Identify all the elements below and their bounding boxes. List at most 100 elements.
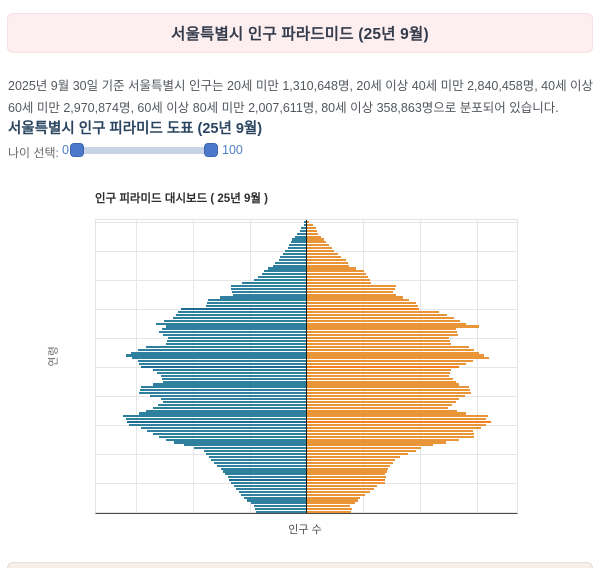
- bar-right-age-13: [306, 473, 385, 476]
- bar-right-age-70: [306, 308, 419, 311]
- bar-left-age-9: [234, 484, 307, 488]
- bar-right-age-8: [306, 487, 374, 490]
- bar-right-age-27: [306, 432, 474, 435]
- bar-left-age-20: [206, 453, 307, 456]
- bar-left-age-32: [126, 418, 307, 421]
- bar-left-age-23: [184, 444, 307, 447]
- bar-right-age-65: [306, 322, 466, 325]
- bar-right-age-3: [306, 502, 355, 505]
- bar-right-age-87: [306, 258, 346, 261]
- bar-right-age-15: [306, 467, 388, 470]
- bar-left-age-75: [233, 293, 307, 296]
- bar-left-age-31: [127, 421, 307, 424]
- bar-left-age-16: [217, 464, 307, 467]
- bar-right-age-94: [306, 238, 324, 241]
- bar-right-age-89: [306, 252, 338, 256]
- bar-right-age-31: [306, 421, 491, 424]
- bar-right-age-44: [306, 383, 459, 386]
- bar-right-age-98: [306, 226, 316, 229]
- bar-right-age-54: [306, 354, 484, 357]
- bar-right-age-43: [306, 386, 469, 389]
- bar-right-age-97: [306, 229, 317, 232]
- age-slider-handle-min[interactable]: [70, 143, 84, 157]
- bar-left-age-61: [163, 334, 307, 337]
- bar-right-age-72: [306, 302, 416, 305]
- bar-right-age-19: [306, 455, 400, 459]
- bar-right-age-86: [306, 261, 348, 264]
- bar-left-age-33: [123, 415, 307, 418]
- bar-left-age-90: [285, 250, 307, 253]
- bar-right-age-79: [306, 281, 371, 285]
- bar-left-age-21: [204, 450, 307, 453]
- bar-left-age-88: [280, 255, 307, 258]
- bar-left-age-28: [147, 429, 307, 432]
- bar-right-age-92: [306, 244, 329, 247]
- age-slider-handle-max[interactable]: [204, 143, 218, 157]
- bar-left-age-100: [304, 221, 307, 224]
- bar-right-age-42: [306, 389, 470, 392]
- bar-right-age-81: [306, 276, 368, 279]
- bar-right-age-76: [306, 290, 393, 293]
- bar-right-age-84: [306, 267, 356, 270]
- bar-right-age-39: [306, 397, 459, 401]
- bar-right-age-66: [306, 319, 460, 322]
- bar-left-age-22: [194, 447, 307, 450]
- bar-right-age-100: [306, 221, 310, 224]
- bar-left-age-50: [141, 366, 307, 369]
- age-slider-max-value: 100: [222, 143, 243, 157]
- bar-left-age-53: [131, 357, 307, 360]
- bar-left-age-93: [290, 241, 307, 244]
- bar-left-age-66: [164, 319, 307, 322]
- bar-right-age-32: [306, 418, 486, 421]
- bar-right-age-7: [306, 490, 370, 493]
- bar-right-age-35: [306, 409, 457, 412]
- bar-left-age-37: [158, 403, 307, 406]
- bar-left-age-55: [131, 351, 307, 354]
- bar-right-age-62: [306, 331, 457, 334]
- bar-left-age-77: [231, 287, 307, 290]
- bar-right-age-56: [306, 348, 474, 351]
- bar-left-age-4: [247, 499, 307, 502]
- bar-right-age-36: [306, 406, 448, 409]
- bar-left-age-84: [268, 267, 307, 270]
- bar-right-age-49: [306, 368, 451, 372]
- bar-right-age-40: [306, 395, 465, 398]
- bar-right-age-41: [306, 392, 471, 395]
- bar-left-age-52: [138, 360, 307, 363]
- bar-left-age-82: [262, 273, 307, 276]
- bar-right-age-78: [306, 284, 396, 287]
- bar-left-age-26: [159, 435, 307, 438]
- bar-left-age-87: [278, 258, 307, 261]
- bar-left-age-83: [264, 270, 307, 273]
- bar-right-age-69: [306, 310, 439, 314]
- age-slider-label: 나이 선택:: [8, 146, 59, 160]
- bar-left-age-2: [254, 505, 307, 508]
- bar-right-age-57: [306, 345, 469, 348]
- bar-left-age-99: [303, 223, 307, 227]
- bar-right-age-24: [306, 441, 446, 444]
- bar-right-age-48: [306, 371, 450, 374]
- bar-right-age-0: [306, 511, 351, 514]
- bar-left-age-18: [211, 458, 307, 461]
- bar-right-age-33: [306, 415, 488, 418]
- bar-right-age-96: [306, 232, 319, 235]
- bar-left-age-64: [166, 325, 307, 328]
- bar-left-age-48: [157, 371, 307, 374]
- age-range-slider-track[interactable]: [72, 147, 218, 154]
- bar-right-age-75: [306, 293, 396, 296]
- bar-right-age-45: [306, 380, 456, 383]
- bar-left-age-25: [166, 438, 307, 441]
- bar-right-age-26: [306, 435, 474, 438]
- bar-left-age-74: [220, 296, 307, 299]
- bar-right-age-11: [306, 479, 385, 482]
- bar-right-age-59: [306, 339, 450, 343]
- bar-left-age-62: [159, 331, 307, 334]
- bar-left-age-42: [140, 389, 307, 392]
- center-axis-line: [306, 220, 307, 513]
- bar-left-age-39: [161, 397, 307, 401]
- bar-left-age-7: [239, 490, 307, 493]
- bar-left-age-71: [206, 305, 307, 308]
- bar-left-age-68: [176, 313, 307, 316]
- bar-right-age-88: [306, 255, 341, 258]
- bar-left-age-86: [275, 261, 307, 264]
